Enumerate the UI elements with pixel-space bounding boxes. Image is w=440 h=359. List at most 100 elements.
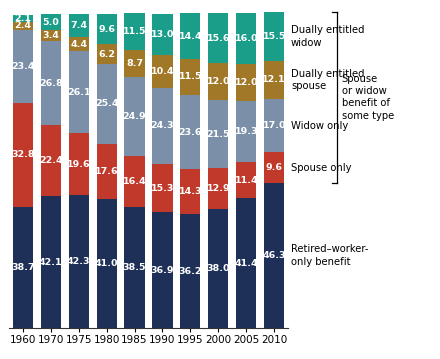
Bar xyxy=(236,101,257,162)
Bar xyxy=(13,103,33,206)
Text: 12.1: 12.1 xyxy=(262,75,286,84)
Bar xyxy=(69,134,89,195)
Bar xyxy=(208,209,228,328)
Text: 9.6: 9.6 xyxy=(266,163,283,172)
Text: 22.4: 22.4 xyxy=(39,156,62,165)
Text: 38.5: 38.5 xyxy=(123,264,146,272)
Bar xyxy=(152,88,172,164)
Text: 12.0: 12.0 xyxy=(235,78,258,87)
Bar xyxy=(69,195,89,328)
Text: 3.4: 3.4 xyxy=(42,31,59,40)
Bar xyxy=(236,64,257,101)
Text: 36.9: 36.9 xyxy=(151,266,174,275)
Bar xyxy=(180,14,201,59)
Bar xyxy=(96,64,117,144)
Bar xyxy=(208,101,228,168)
Text: Dually entitled
spouse: Dually entitled spouse xyxy=(291,69,364,91)
Bar xyxy=(69,14,89,37)
Bar xyxy=(40,125,61,196)
Bar xyxy=(236,198,257,328)
Text: 17.0: 17.0 xyxy=(263,121,286,130)
Text: Widow only: Widow only xyxy=(291,121,348,131)
Text: 36.2: 36.2 xyxy=(179,267,202,276)
Bar xyxy=(152,212,172,328)
Bar xyxy=(13,15,33,22)
Bar xyxy=(180,95,201,169)
Text: 14.4: 14.4 xyxy=(179,32,202,41)
Bar xyxy=(180,169,201,214)
Bar xyxy=(152,55,172,88)
Text: 7.4: 7.4 xyxy=(70,21,87,30)
Text: 4.4: 4.4 xyxy=(70,40,87,49)
Text: 26.8: 26.8 xyxy=(39,79,62,88)
Bar xyxy=(208,168,228,209)
Bar xyxy=(40,30,61,41)
Text: 11.5: 11.5 xyxy=(179,73,202,81)
Text: 23.6: 23.6 xyxy=(179,128,202,137)
Text: 9.6: 9.6 xyxy=(98,25,115,34)
Text: 12.9: 12.9 xyxy=(206,184,230,193)
Bar xyxy=(96,45,117,64)
Bar xyxy=(40,196,61,328)
Bar xyxy=(69,51,89,134)
Text: 24.3: 24.3 xyxy=(151,121,174,130)
Text: Spouse
or widow
benefit of
some type: Spouse or widow benefit of some type xyxy=(341,74,394,121)
Bar xyxy=(264,12,284,61)
Text: 16.4: 16.4 xyxy=(123,177,147,186)
Bar xyxy=(125,77,145,155)
Bar xyxy=(40,41,61,125)
Text: 41.4: 41.4 xyxy=(235,259,258,268)
Bar xyxy=(152,14,172,55)
Text: 15.5: 15.5 xyxy=(263,32,286,41)
Bar xyxy=(236,162,257,198)
Text: 11.4: 11.4 xyxy=(235,176,258,185)
Bar xyxy=(13,206,33,328)
Bar xyxy=(125,14,145,50)
Text: 38.0: 38.0 xyxy=(207,264,230,273)
Text: 11.5: 11.5 xyxy=(123,27,146,36)
Bar xyxy=(125,155,145,207)
Bar xyxy=(152,164,172,212)
Bar xyxy=(96,14,117,45)
Bar xyxy=(96,144,117,199)
Text: Spouse only: Spouse only xyxy=(291,163,352,173)
Text: 6.2: 6.2 xyxy=(98,50,115,59)
Bar xyxy=(236,13,257,64)
Text: 21.5: 21.5 xyxy=(207,130,230,139)
Bar xyxy=(208,62,228,101)
Text: 25.4: 25.4 xyxy=(95,99,118,108)
Bar xyxy=(264,99,284,153)
Text: 5.0: 5.0 xyxy=(42,18,59,27)
Text: 19.3: 19.3 xyxy=(235,127,258,136)
Bar xyxy=(264,183,284,328)
Text: 26.1: 26.1 xyxy=(67,88,91,97)
Text: 46.3: 46.3 xyxy=(263,251,286,260)
Text: 14.3: 14.3 xyxy=(179,187,202,196)
Bar xyxy=(96,199,117,328)
Text: 12.0: 12.0 xyxy=(207,77,230,86)
Text: 15.6: 15.6 xyxy=(207,33,230,43)
Text: 19.6: 19.6 xyxy=(67,160,91,169)
Bar xyxy=(40,14,61,30)
Bar xyxy=(180,59,201,95)
Text: 41.0: 41.0 xyxy=(95,260,118,269)
Text: 13.0: 13.0 xyxy=(151,30,174,39)
Bar xyxy=(208,14,228,62)
Text: 15.3: 15.3 xyxy=(151,184,174,193)
Bar xyxy=(13,22,33,29)
Text: Dually entitled
widow: Dually entitled widow xyxy=(291,25,364,47)
Bar xyxy=(264,153,284,183)
Text: 32.8: 32.8 xyxy=(11,150,35,159)
Text: 2.1: 2.1 xyxy=(14,14,31,23)
Bar xyxy=(69,37,89,51)
Bar xyxy=(125,50,145,77)
Bar xyxy=(125,207,145,328)
Text: 42.3: 42.3 xyxy=(67,257,90,266)
Text: 24.9: 24.9 xyxy=(123,112,147,121)
Text: 23.4: 23.4 xyxy=(11,62,34,71)
Text: 2.4: 2.4 xyxy=(14,21,31,30)
Bar xyxy=(13,29,33,103)
Text: Retired–worker-
only benefit: Retired–worker- only benefit xyxy=(291,244,368,267)
Text: 38.7: 38.7 xyxy=(11,263,35,272)
Text: 8.7: 8.7 xyxy=(126,59,143,68)
